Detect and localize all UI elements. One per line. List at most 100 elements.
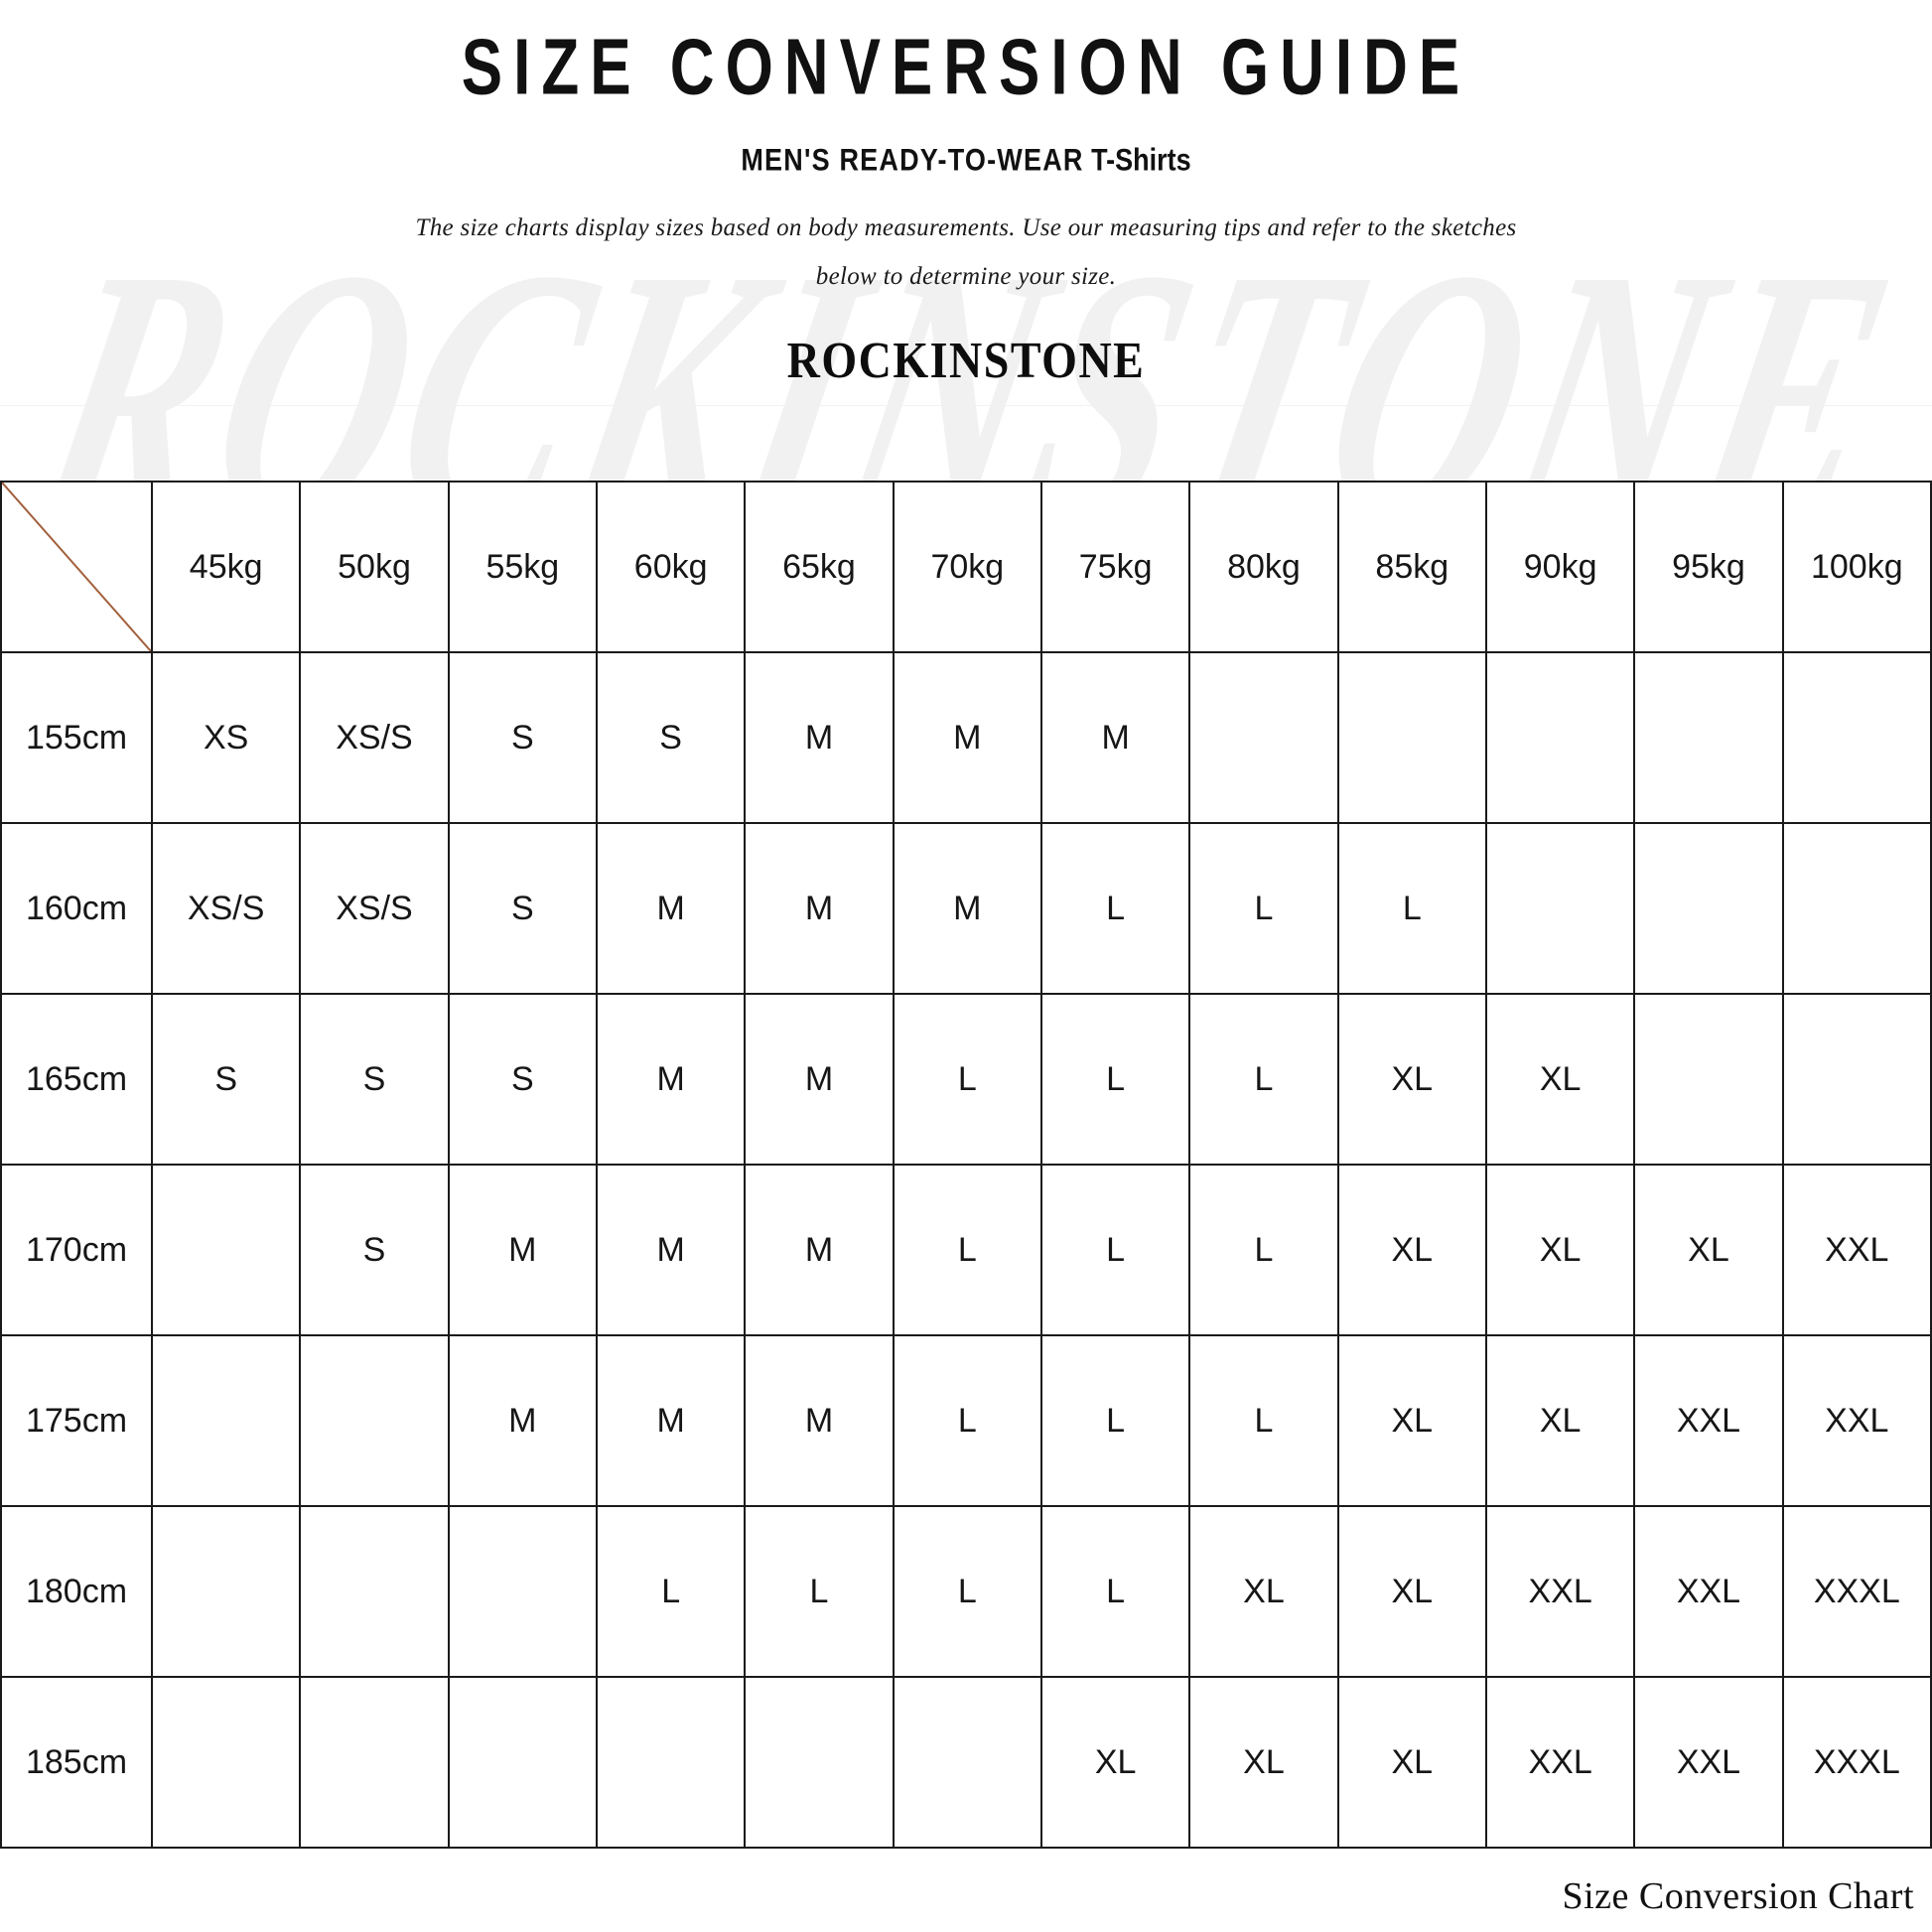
size-cell: L bbox=[1188, 1164, 1339, 1336]
size-cell-empty bbox=[447, 1676, 598, 1849]
size-conversion-table: 45kg 50kg 55kg 60kg 65kg 70kg 75kg 80kg 85kg 90kg… bbox=[0, 481, 1932, 1849]
size-table-body: 45kg 50kg 55kg 60kg 65kg 70kg 75kg 80kg 85kg 90kg… bbox=[0, 481, 1932, 1849]
size-cell-empty bbox=[595, 1676, 747, 1849]
size-cell: M bbox=[744, 993, 895, 1166]
size-cell: XXXL bbox=[1781, 1505, 1932, 1678]
size-cell: M bbox=[447, 1164, 598, 1336]
row-header-height: 185cm bbox=[0, 1676, 153, 1849]
size-cell: L bbox=[892, 1334, 1042, 1507]
size-cell-empty bbox=[1781, 651, 1932, 824]
size-cell: M bbox=[744, 1334, 895, 1507]
row-header-height: 165cm bbox=[0, 993, 153, 1166]
size-cell: XL bbox=[1188, 1676, 1339, 1849]
size-cell: XS/S bbox=[150, 822, 302, 995]
size-cell: XXL bbox=[1633, 1505, 1784, 1678]
chart-caption: Size Conversion Chart bbox=[1562, 1875, 1914, 1917]
size-cell: XXL bbox=[1781, 1334, 1932, 1507]
description-line-1: The size charts display sizes based on b… bbox=[415, 214, 1517, 241]
size-cell: M bbox=[892, 651, 1042, 824]
size-cell: L bbox=[1039, 822, 1191, 995]
table-row: 180cm L L L L XL XL XXL XXL XXXL bbox=[0, 1505, 1932, 1678]
description-text: The size charts display sizes based on b… bbox=[410, 165, 1522, 302]
column-header-weight: 100kg bbox=[1781, 481, 1932, 653]
size-cell: S bbox=[299, 1164, 450, 1336]
size-cell-empty bbox=[150, 1164, 302, 1336]
size-cell-empty bbox=[299, 1676, 450, 1849]
column-header-weight: 80kg bbox=[1188, 481, 1339, 653]
size-cell: S bbox=[447, 822, 598, 995]
size-cell: XL bbox=[1336, 1676, 1487, 1849]
size-cell: M bbox=[595, 1334, 747, 1507]
table-row: 155cm XS XS/S S S M M M bbox=[0, 651, 1932, 824]
size-cell: L bbox=[1039, 1164, 1191, 1336]
size-cell: L bbox=[744, 1505, 895, 1678]
size-cell: L bbox=[1039, 993, 1191, 1166]
size-cell: M bbox=[595, 822, 747, 995]
size-cell-empty bbox=[1336, 651, 1487, 824]
size-cell: S bbox=[447, 651, 598, 824]
size-cell-empty bbox=[744, 1676, 895, 1849]
column-header-weight: 55kg bbox=[447, 481, 598, 653]
size-cell: L bbox=[1336, 822, 1487, 995]
size-cell: XL bbox=[1633, 1164, 1784, 1336]
size-cell: S bbox=[595, 651, 747, 824]
size-cell: XL bbox=[1336, 993, 1487, 1166]
size-cell: XL bbox=[1484, 993, 1636, 1166]
row-header-height: 180cm bbox=[0, 1505, 153, 1678]
size-cell: XL bbox=[1484, 1164, 1636, 1336]
size-cell: XS bbox=[150, 651, 302, 824]
column-header-weight: 85kg bbox=[1336, 481, 1487, 653]
size-cell-empty bbox=[447, 1505, 598, 1678]
size-cell: XS/S bbox=[299, 822, 450, 995]
size-cell-empty bbox=[150, 1505, 302, 1678]
column-header-weight: 50kg bbox=[299, 481, 450, 653]
table-row: 170cm S M M M L L L XL XL XL XXL bbox=[0, 1164, 1932, 1336]
size-cell: L bbox=[892, 1505, 1042, 1678]
table-row: 175cm M M M L L L XL XL XXL XXL bbox=[0, 1334, 1932, 1507]
brand-name: ROCKINSTONE bbox=[786, 331, 1146, 388]
size-cell-empty bbox=[1188, 651, 1339, 824]
description-line-2: below to determine your size. bbox=[815, 262, 1117, 290]
size-cell: XL bbox=[1336, 1164, 1487, 1336]
corner-cell bbox=[0, 481, 153, 653]
size-cell-empty bbox=[299, 1505, 450, 1678]
page-subtitle: MEN'S READY-TO-WEAR T-Shirts bbox=[0, 88, 1932, 179]
size-cell: L bbox=[595, 1505, 747, 1678]
column-header-weight: 60kg bbox=[595, 481, 747, 653]
subtitle-category: MEN'S READY-TO-WEAR bbox=[741, 142, 1084, 178]
size-cell-empty bbox=[150, 1676, 302, 1849]
size-cell-empty bbox=[1633, 822, 1784, 995]
table-row: 185cm XL XL XL XXL XXL XXXL bbox=[0, 1676, 1932, 1849]
column-header-weight: 70kg bbox=[892, 481, 1042, 653]
column-header-weight: 65kg bbox=[744, 481, 895, 653]
size-cell: XL bbox=[1188, 1505, 1339, 1678]
size-cell: XXL bbox=[1484, 1676, 1636, 1849]
size-cell-empty bbox=[1633, 651, 1784, 824]
size-cell-empty bbox=[1781, 993, 1932, 1166]
table-row: 165cm S S S M M L L L XL XL bbox=[0, 993, 1932, 1166]
size-cell: L bbox=[1188, 993, 1339, 1166]
size-cell: L bbox=[1039, 1334, 1191, 1507]
size-cell: L bbox=[892, 993, 1042, 1166]
row-header-height: 175cm bbox=[0, 1334, 153, 1507]
size-cell: L bbox=[1039, 1505, 1191, 1678]
column-header-weight: 95kg bbox=[1633, 481, 1784, 653]
size-cell: XL bbox=[1336, 1505, 1487, 1678]
size-cell: M bbox=[1039, 651, 1191, 824]
size-cell: XXL bbox=[1633, 1676, 1784, 1849]
size-cell-empty bbox=[1484, 651, 1636, 824]
size-cell: M bbox=[892, 822, 1042, 995]
size-cell: M bbox=[744, 822, 895, 995]
size-cell: XXL bbox=[1781, 1164, 1932, 1336]
size-cell: L bbox=[1188, 822, 1339, 995]
size-cell-empty bbox=[150, 1334, 302, 1507]
size-cell: XXL bbox=[1484, 1505, 1636, 1678]
subtitle-item: T-Shirts bbox=[1091, 142, 1191, 178]
size-cell: M bbox=[744, 1164, 895, 1336]
size-cell: L bbox=[1188, 1334, 1339, 1507]
watermark-rule bbox=[0, 405, 1932, 406]
size-cell-empty bbox=[892, 1676, 1042, 1849]
size-cell: XXXL bbox=[1781, 1676, 1932, 1849]
size-cell: M bbox=[595, 993, 747, 1166]
